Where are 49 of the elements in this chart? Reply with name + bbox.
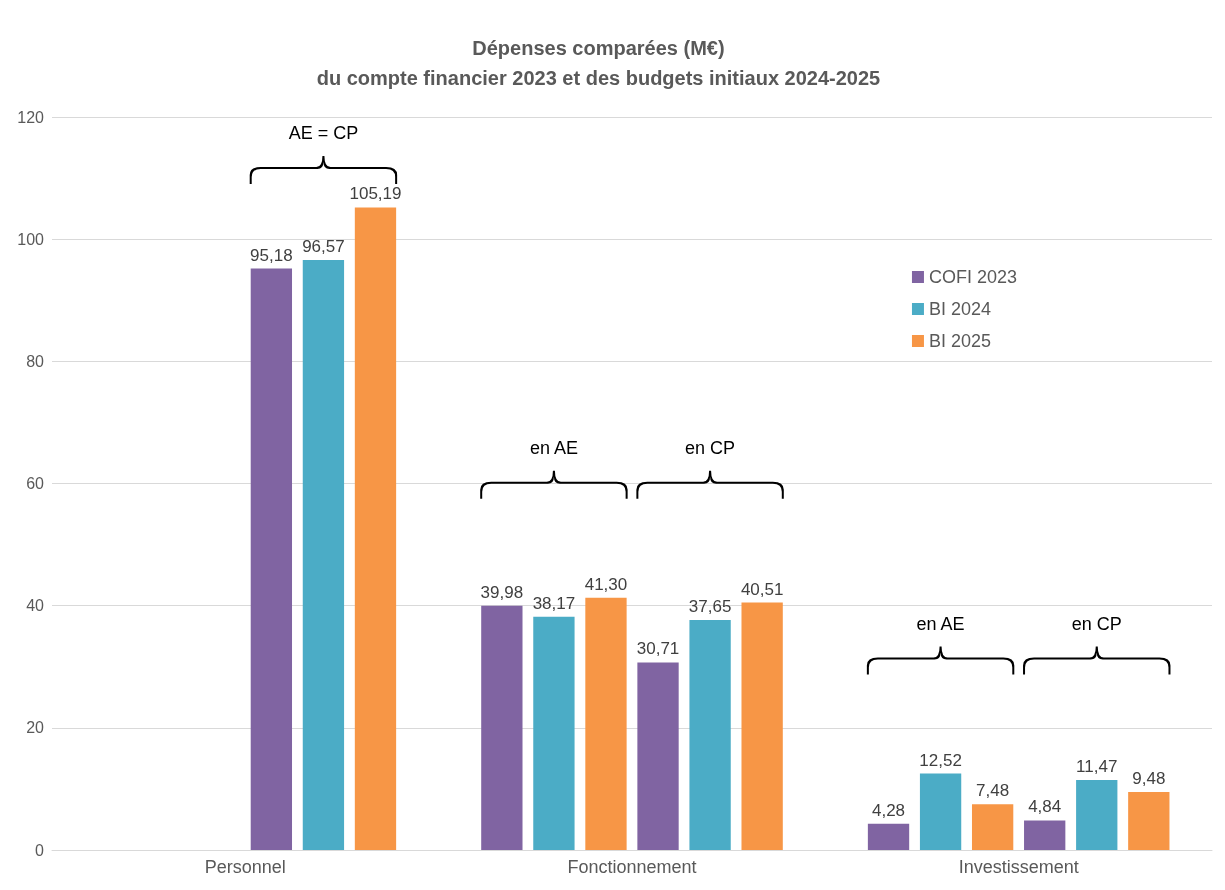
- chart-title: Dépenses comparées (M€) du compte financier 2023 et des budgets initiaux 2024-2025: [316, 37, 881, 89]
- x-tick-label: Fonctionnement: [567, 857, 697, 877]
- data-label: 11,47: [1076, 756, 1118, 776]
- annotation: en AE: [529, 437, 578, 458]
- data-label: 40,51: [740, 579, 784, 599]
- bar: [250, 268, 293, 850]
- bar: [1024, 820, 1066, 850]
- x-tick-label: Investissement: [958, 857, 1079, 877]
- legend-label: COFI 2023: [928, 267, 1018, 287]
- y-tick-label: 120: [17, 108, 45, 126]
- y-tick-label: 20: [26, 719, 45, 737]
- bar: [533, 616, 575, 850]
- bar: [481, 605, 523, 850]
- bar: [689, 620, 731, 850]
- bar: [585, 597, 627, 850]
- bar: [1128, 792, 1170, 850]
- annotation: en CP: [685, 437, 736, 458]
- bar: [637, 662, 679, 850]
- y-tick-label: 0: [35, 841, 45, 859]
- annotation: en AE: [916, 613, 965, 634]
- data-label: 39,98: [480, 582, 524, 602]
- y-tick-label: 100: [17, 230, 45, 248]
- y-tick-label: 60: [26, 475, 45, 492]
- bar: [867, 823, 910, 850]
- bar: [971, 804, 1014, 850]
- bar: [1076, 779, 1118, 850]
- data-label: 38,17: [532, 593, 576, 613]
- data-label: 7,48: [976, 781, 1010, 801]
- data-label: 30,71: [636, 639, 680, 659]
- bar: [919, 773, 962, 850]
- annotation: AE = CP: [288, 123, 359, 143]
- x-tick-label: Personnel: [204, 857, 286, 877]
- bar: [354, 207, 397, 850]
- bar: [302, 260, 345, 850]
- legend-label: BI 2025: [928, 331, 992, 351]
- data-label: 41,30: [584, 574, 628, 594]
- data-label: 9,48: [1132, 769, 1166, 789]
- data-label: 4,84: [1028, 797, 1062, 817]
- data-label: 37,65: [688, 597, 732, 617]
- y-tick-label: 40: [26, 597, 45, 615]
- data-label: 105,19: [349, 184, 402, 204]
- data-label: 95,18: [250, 245, 293, 265]
- data-label: 96,57: [302, 237, 345, 257]
- legend-label: BI 2024: [928, 299, 992, 319]
- bar: [741, 602, 783, 850]
- y-tick-label: 80: [26, 352, 45, 370]
- annotation: en CP: [1071, 613, 1122, 634]
- data-label: 12,52: [919, 750, 962, 770]
- data-label: 4,28: [871, 800, 906, 820]
